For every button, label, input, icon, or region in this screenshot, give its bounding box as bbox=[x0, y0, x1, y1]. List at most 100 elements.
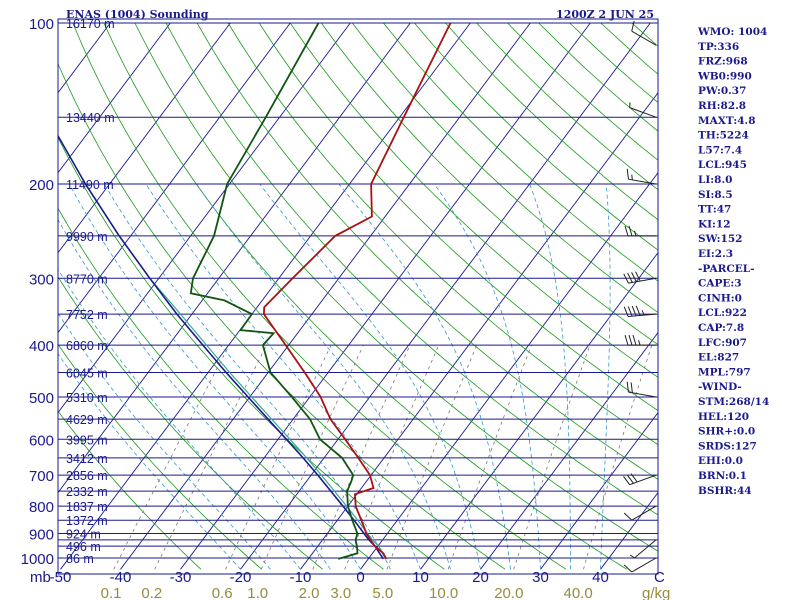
mixing-ratio-line bbox=[312, 344, 411, 570]
height-label: 6045 m bbox=[66, 366, 108, 380]
index-readout: BRN:0.1 bbox=[698, 470, 747, 482]
dewpoint-profile-line bbox=[189, 22, 359, 560]
index-readout: SW:152 bbox=[698, 233, 742, 245]
index-readout: TP:336 bbox=[698, 41, 739, 53]
wind-barb-flag bbox=[624, 334, 629, 346]
dry-adiabat-line bbox=[538, 22, 658, 132]
moist-adiabat-line bbox=[338, 183, 511, 570]
pressure-tick-label: 600 bbox=[29, 432, 54, 449]
dry-adiabat-line bbox=[58, 207, 384, 570]
wind-barb-half-flag bbox=[634, 230, 637, 237]
dry-adiabat-line bbox=[72, 22, 567, 570]
height-label: 13440 m bbox=[66, 111, 115, 125]
wind-barb bbox=[631, 20, 657, 46]
wind-barb-flag bbox=[630, 473, 638, 483]
height-label: 1837 m bbox=[66, 500, 108, 514]
mixing-ratio-line bbox=[225, 344, 332, 570]
isotherm-line bbox=[240, 22, 651, 570]
isotherm-line bbox=[120, 22, 531, 570]
wind-barb-flag bbox=[635, 305, 641, 316]
wind-barb bbox=[624, 334, 656, 346]
index-readout: KI:12 bbox=[698, 218, 731, 230]
index-readout: SI:8.5 bbox=[698, 189, 733, 201]
wind-barb-flag bbox=[631, 305, 637, 317]
temperature-profile-line bbox=[262, 22, 452, 560]
wind-barb-staff bbox=[634, 539, 657, 559]
index-readout: SHR+:0.0 bbox=[698, 426, 755, 438]
moist-adiabat-line bbox=[68, 183, 361, 570]
wind-barb-half-flag bbox=[629, 554, 635, 559]
mixing-ratio-tick-label: 5.0 bbox=[372, 585, 393, 600]
wind-barb-staff bbox=[628, 277, 657, 284]
dry-adiabat-line bbox=[227, 22, 658, 446]
temperature-tick-label: 0 bbox=[356, 569, 364, 586]
temperature-tick-label: 40 bbox=[592, 569, 609, 586]
moist-adiabat-line bbox=[104, 183, 391, 570]
index-readout: EI:2.3 bbox=[698, 248, 733, 260]
index-readout: EL:827 bbox=[698, 352, 739, 364]
dry-adiabat-line bbox=[383, 22, 658, 282]
mixing-ratio-tick-label: 0.6 bbox=[212, 585, 233, 600]
wind-barbs bbox=[623, 20, 657, 573]
mixing-ratio-line bbox=[513, 344, 591, 570]
wind-barb-staff bbox=[629, 107, 657, 118]
index-readout: SRDS:127 bbox=[698, 440, 757, 452]
wind-barb bbox=[623, 473, 657, 486]
pressure-tick-label: 500 bbox=[29, 390, 54, 407]
isotherm-line bbox=[58, 22, 231, 254]
moist-adiabat-line bbox=[196, 183, 451, 570]
index-readout: MAXT:4.8 bbox=[698, 115, 756, 127]
temperature-tick-label: -20 bbox=[230, 569, 252, 586]
wind-barb-flag bbox=[623, 512, 633, 521]
wind-barb-flag bbox=[630, 382, 633, 393]
pressure-axis-labels: 100 200 300 400 500 600 700 800 900 1000 bbox=[21, 16, 54, 568]
wind-barb bbox=[623, 557, 657, 573]
sounding-profiles bbox=[58, 22, 452, 560]
dry-adiabat-line bbox=[58, 62, 506, 570]
index-readout: RH:82.8 bbox=[698, 100, 746, 112]
temperature-tick-label: -50 bbox=[50, 569, 72, 586]
isotherm-line bbox=[58, 22, 291, 334]
wind-barb-staff bbox=[631, 505, 657, 521]
moist-adiabat-line bbox=[529, 183, 571, 570]
isotherm-line bbox=[540, 411, 658, 570]
pressure-tick-label: 1000 bbox=[21, 551, 54, 568]
mixing-ratio-line bbox=[583, 344, 653, 570]
dry-adiabat-line bbox=[289, 22, 658, 378]
index-readout: CINH:0 bbox=[698, 292, 742, 304]
dry-adiabat-line bbox=[320, 22, 658, 346]
wind-barb-staff bbox=[628, 178, 657, 185]
mixing-ratio-line bbox=[154, 344, 268, 570]
chart-datetime: 1200Z 2 JUN 25 bbox=[556, 8, 654, 21]
mixing-ratio-tick-label: 0.2 bbox=[141, 585, 162, 600]
wind-barb-staff bbox=[629, 474, 657, 486]
index-readout: WB0:990 bbox=[697, 70, 752, 82]
chart-title: ENAS (1004) Sounding bbox=[66, 8, 209, 21]
wind-barb bbox=[626, 381, 657, 398]
height-label: 9990 m bbox=[66, 230, 108, 244]
dry-adiabat-line bbox=[756, 23, 800, 569]
height-label: 5310 m bbox=[66, 391, 108, 405]
wind-barb-flag bbox=[632, 334, 637, 346]
height-label: 2856 m bbox=[66, 469, 108, 483]
dry-adiabat-line bbox=[58, 410, 202, 570]
index-readout: TT:47 bbox=[698, 204, 731, 216]
moist-adiabat-line bbox=[145, 183, 421, 570]
height-label: 3995 m bbox=[66, 433, 108, 447]
isotherm-line bbox=[420, 251, 658, 570]
dry-adiabat-line bbox=[569, 22, 658, 104]
mixing-ratio-tick-label: 2.0 bbox=[299, 585, 320, 600]
wind-barb-flag bbox=[626, 168, 629, 180]
wind-barb-flag bbox=[623, 273, 629, 284]
height-label: 7752 m bbox=[66, 308, 108, 322]
background-grid bbox=[58, 22, 800, 570]
wind-barb-flag bbox=[626, 381, 629, 393]
height-label: 86 m bbox=[66, 552, 94, 566]
pressure-tick-label: 300 bbox=[29, 271, 54, 288]
pressure-tick-label: 900 bbox=[29, 527, 54, 544]
temp-unit-label: C bbox=[654, 569, 665, 586]
index-readout: CAPE:3 bbox=[698, 278, 742, 290]
wind-barb-flag bbox=[635, 271, 641, 282]
index-readout: STM:268/14 bbox=[698, 396, 769, 408]
index-readout: LFC:907 bbox=[698, 337, 747, 349]
